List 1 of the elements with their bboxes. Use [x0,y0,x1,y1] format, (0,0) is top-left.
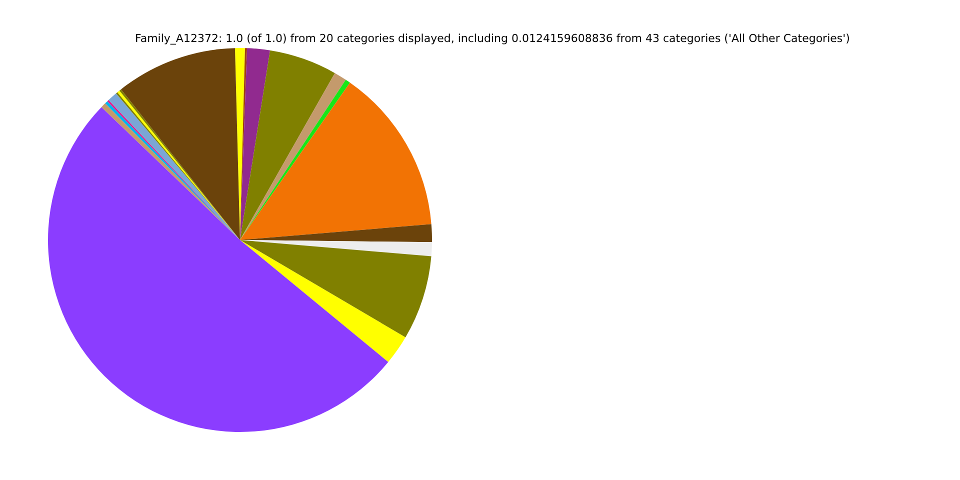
text: Family_A12372: 1.0 (of 1.0) from 20 categories displayed, including 0.0124159608836 from 43 categories ('All Other Categories') [134,32,851,45]
